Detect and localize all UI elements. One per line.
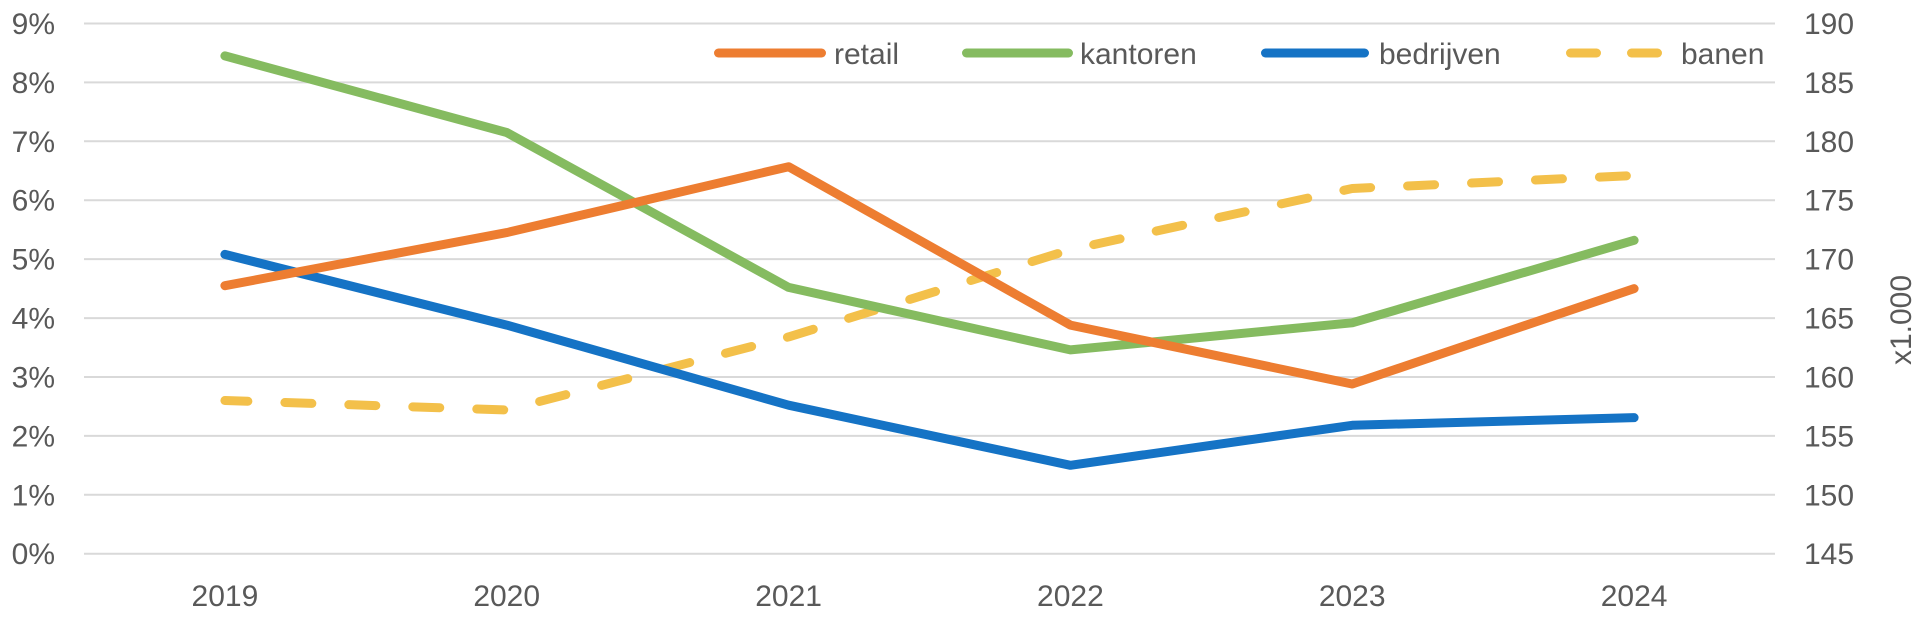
svg-text:4%: 4% bbox=[12, 303, 55, 336]
svg-text:7%: 7% bbox=[12, 126, 55, 159]
svg-text:8%: 8% bbox=[12, 67, 55, 100]
svg-text:185: 185 bbox=[1804, 67, 1854, 100]
svg-text:3%: 3% bbox=[12, 362, 55, 395]
svg-text:2%: 2% bbox=[12, 420, 55, 453]
svg-text:x1.000: x1.000 bbox=[1885, 275, 1918, 365]
svg-text:190: 190 bbox=[1804, 8, 1854, 41]
svg-text:155: 155 bbox=[1804, 420, 1854, 453]
svg-text:kantoren: kantoren bbox=[1080, 38, 1197, 71]
svg-text:2019: 2019 bbox=[192, 580, 259, 613]
svg-text:150: 150 bbox=[1804, 479, 1854, 512]
svg-text:145: 145 bbox=[1804, 538, 1854, 571]
svg-text:160: 160 bbox=[1804, 362, 1854, 395]
svg-text:5%: 5% bbox=[12, 244, 55, 277]
svg-text:2022: 2022 bbox=[1037, 580, 1104, 613]
svg-text:2021: 2021 bbox=[755, 580, 822, 613]
svg-text:165: 165 bbox=[1804, 303, 1854, 336]
svg-text:2024: 2024 bbox=[1601, 580, 1668, 613]
svg-text:bedrijven: bedrijven bbox=[1379, 38, 1501, 71]
svg-text:6%: 6% bbox=[12, 185, 55, 218]
svg-text:2023: 2023 bbox=[1319, 580, 1386, 613]
svg-text:banen: banen bbox=[1681, 38, 1764, 71]
svg-text:1%: 1% bbox=[12, 479, 55, 512]
svg-text:180: 180 bbox=[1804, 126, 1854, 159]
svg-text:0%: 0% bbox=[12, 538, 55, 571]
svg-text:9%: 9% bbox=[12, 8, 55, 41]
svg-text:175: 175 bbox=[1804, 185, 1854, 218]
svg-text:170: 170 bbox=[1804, 244, 1854, 277]
svg-text:2020: 2020 bbox=[473, 580, 540, 613]
svg-text:retail: retail bbox=[834, 38, 899, 71]
